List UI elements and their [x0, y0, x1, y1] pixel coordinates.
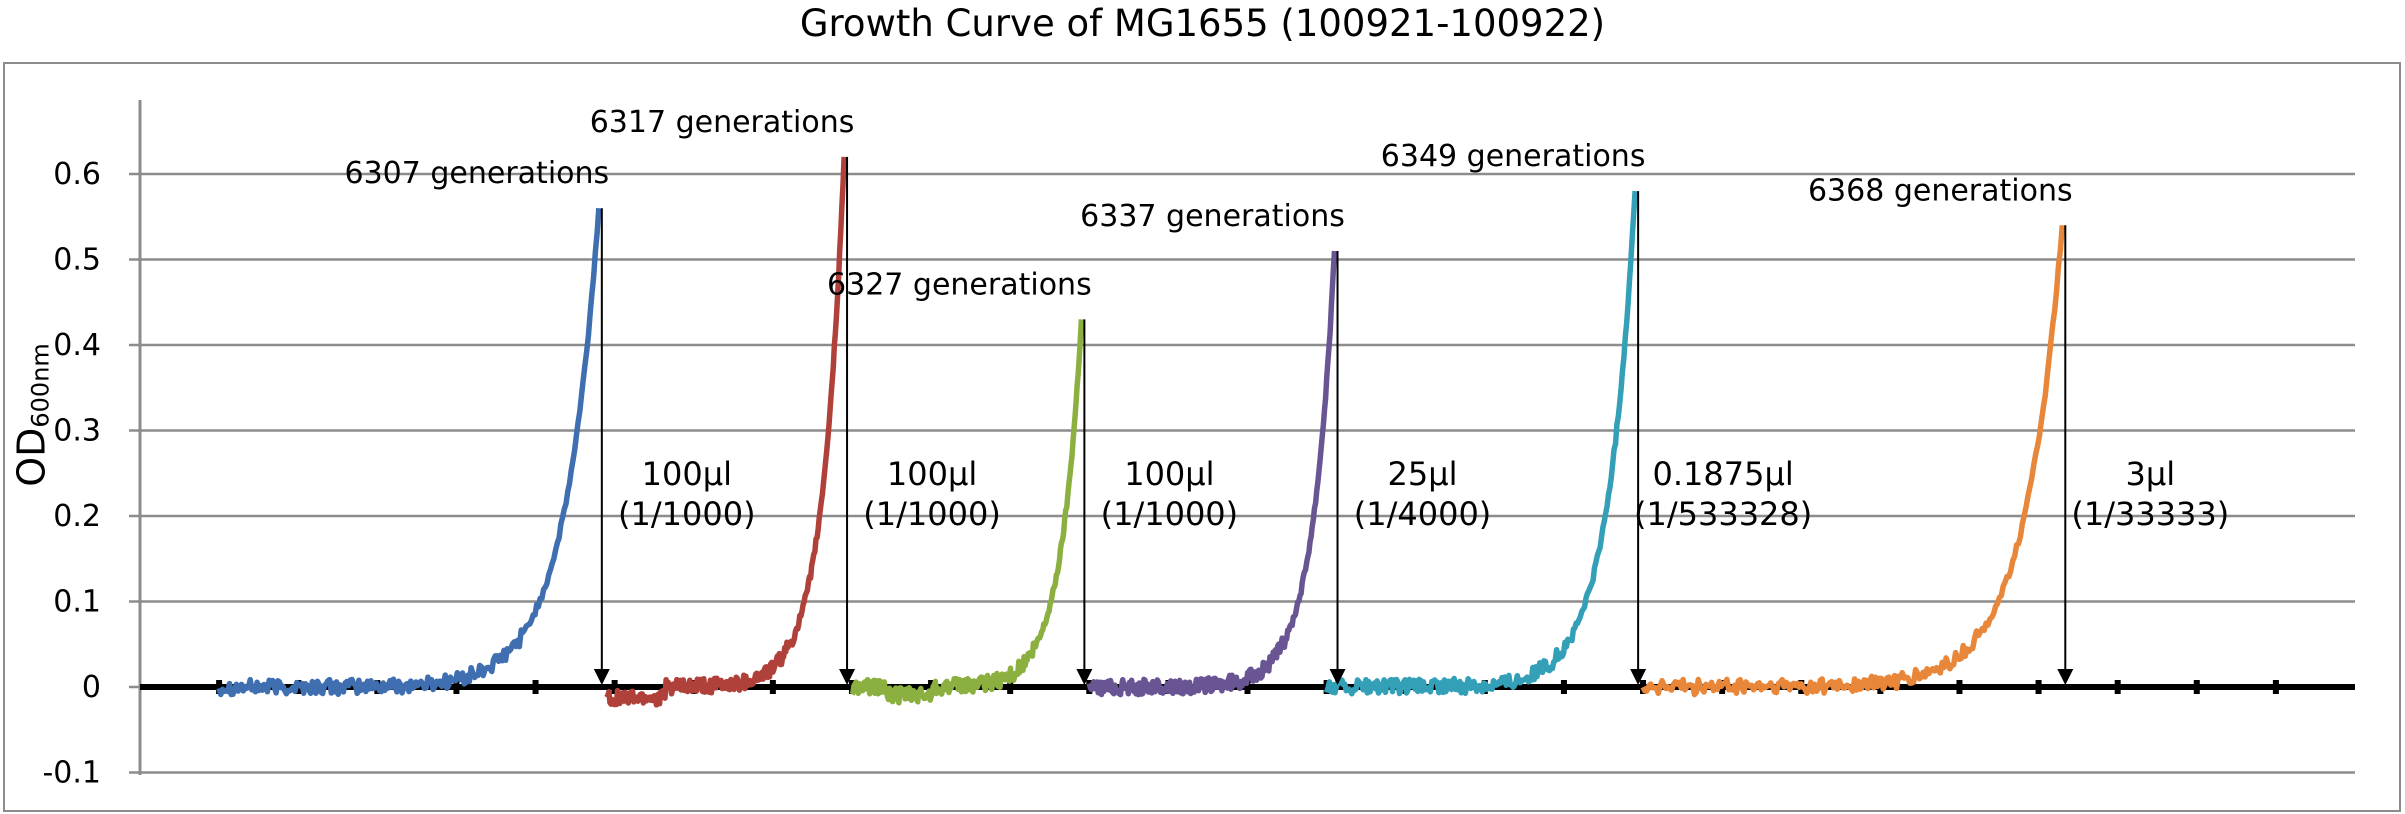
annotation-arrowhead	[1329, 669, 1346, 685]
ratio-label: (1/33333)	[2071, 495, 2229, 533]
generation-label: 6337 generations	[1080, 199, 1345, 234]
generation-label: 6327 generations	[827, 267, 1092, 302]
series-lines	[216, 156, 2066, 708]
annotation-arrows	[593, 156, 2074, 685]
series-line	[1640, 225, 2066, 698]
generation-label: 6368 generations	[1808, 173, 2073, 208]
y-tick-label: 0.3	[53, 414, 101, 449]
volume-label: 100μl	[887, 455, 977, 493]
annotation-arrowhead	[2057, 669, 2074, 685]
axes: 0.6 0.5 0.4 0.3 0.2 0.1 0 -0.1	[42, 100, 2355, 791]
y-tick-label: 0.6	[53, 157, 101, 192]
volume-label: 25μl	[1388, 455, 1458, 493]
y-axis-label: OD600nm	[9, 343, 55, 487]
ratio-label: (1/1000)	[1101, 495, 1239, 533]
volume-label: 0.1875μl	[1653, 455, 1794, 493]
annotation-arrowhead	[593, 669, 610, 685]
volume-label: 100μl	[642, 455, 732, 493]
series-line	[1086, 250, 1338, 698]
y-tick-label: 0.5	[53, 243, 101, 278]
y-tick-label: 0.2	[53, 499, 101, 534]
chart-border	[3, 62, 2401, 812]
chart-title: Growth Curve of MG1655 (100921-100922)	[799, 2, 1606, 45]
y-tick-label: 0.1	[53, 585, 101, 620]
volume-label: 100μl	[1124, 455, 1214, 493]
series-line	[849, 319, 1085, 706]
series-line	[216, 208, 602, 698]
ratio-label: (1/533328)	[1634, 495, 1812, 533]
generation-label: 6307 generations	[344, 156, 609, 191]
annotation-arrowhead	[1630, 669, 1647, 685]
y-tick-label: 0	[82, 670, 101, 705]
series-line	[1323, 190, 1638, 697]
annotation-arrowhead	[839, 669, 856, 685]
y-tick-label: 0.4	[53, 328, 101, 363]
series-line	[604, 156, 847, 708]
ratio-label: (1/1000)	[618, 495, 756, 533]
ratio-label: (1/4000)	[1354, 495, 1492, 533]
y-tick-label: -0.1	[42, 756, 101, 791]
y-axis-label-wrap: OD600nm	[2, 330, 62, 500]
ratio-label: (1/1000)	[863, 495, 1001, 533]
generation-label: 6349 generations	[1381, 139, 1646, 174]
grid-lines	[140, 172, 2355, 774]
annotation-arrowhead	[1076, 669, 1093, 685]
generation-label: 6317 generations	[590, 105, 855, 140]
volume-label: 3μl	[2125, 455, 2175, 493]
